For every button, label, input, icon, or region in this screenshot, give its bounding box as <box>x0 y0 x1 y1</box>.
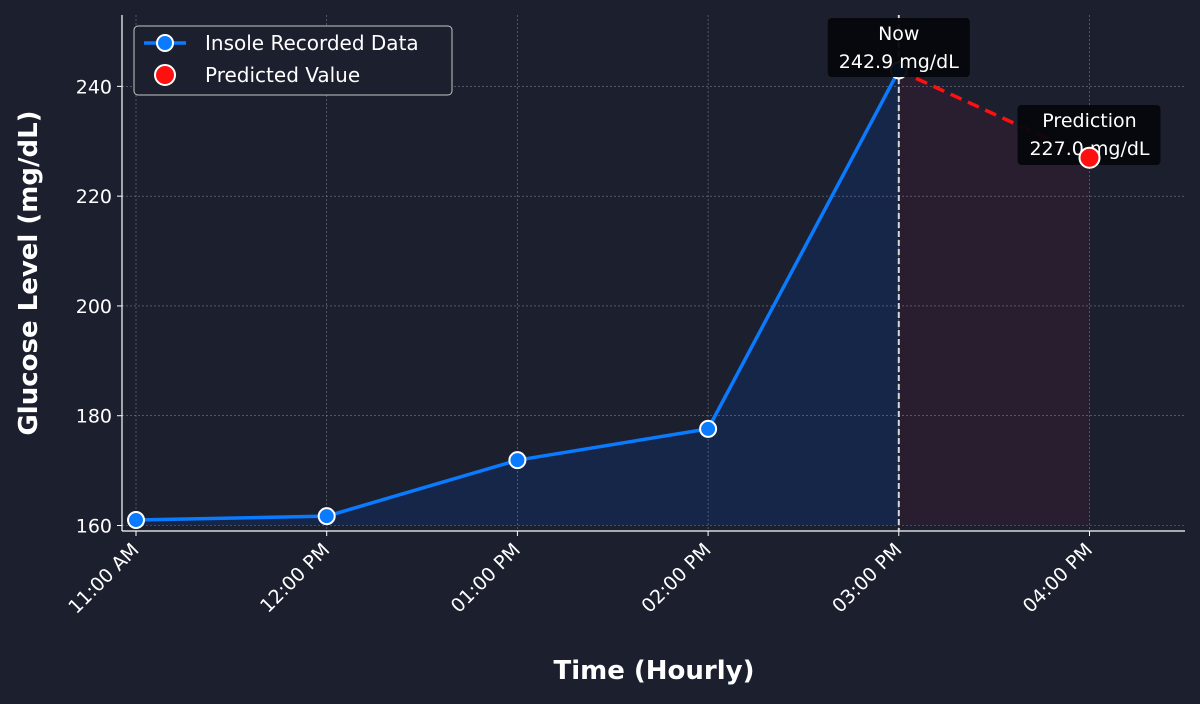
y-tick-label: 220 <box>76 186 112 208</box>
recorded-area-fill <box>136 70 899 526</box>
legend-recorded-label: Insole Recorded Data <box>205 31 419 55</box>
predicted-area-fill <box>898 70 1090 526</box>
now-annotation-value: 242.9 mg/dL <box>839 51 959 73</box>
y-tick-label: 160 <box>76 516 112 538</box>
x-tick-label: 01:00 PM <box>447 539 525 617</box>
recorded-data-point[interactable] <box>508 451 527 470</box>
legend-box <box>133 25 453 96</box>
y-tick-label: 240 <box>76 76 112 98</box>
y-tick-label: 200 <box>76 296 112 318</box>
x-tick-label: 11:00 AM <box>64 539 143 618</box>
y-tick-label: 180 <box>76 406 112 428</box>
prediction-annotation-box <box>1017 105 1161 165</box>
legend-predicted-label: Predicted Value <box>205 63 360 87</box>
predicted-data-point[interactable] <box>1078 146 1101 169</box>
y-axis-title: Glucose Level (mg/dL) <box>14 110 44 435</box>
x-axis-title: Time (Hourly) <box>553 656 754 686</box>
now-annotation-box <box>827 18 970 77</box>
legend-predicted-swatch-marker <box>154 64 176 86</box>
x-tick-label: 12:00 PM <box>256 539 334 617</box>
now-annotation-label: Now <box>878 23 919 45</box>
x-tick-label: 03:00 PM <box>828 539 906 617</box>
recorded-data-point[interactable] <box>127 511 145 530</box>
prediction-annotation-label: Prediction <box>1042 110 1136 132</box>
recorded-data-point[interactable] <box>317 507 336 526</box>
x-tick-label: 04:00 PM <box>1019 539 1097 617</box>
legend-recorded-swatch-marker <box>156 34 174 52</box>
x-tick-label: 02:00 PM <box>637 539 715 617</box>
recorded-data-point[interactable] <box>699 419 718 438</box>
